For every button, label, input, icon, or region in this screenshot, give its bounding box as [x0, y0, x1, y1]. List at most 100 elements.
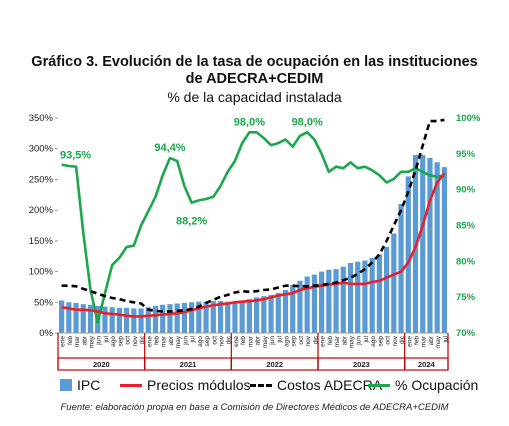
bar-ipc [124, 307, 130, 333]
bar-ipc [311, 274, 317, 333]
x-tick-label-month: feb [240, 336, 247, 345]
bar-ipc [326, 269, 332, 333]
x-tick-label-month: may [175, 335, 182, 348]
y-right-tick-label: 80% [456, 256, 476, 267]
bar-ipc [167, 304, 173, 333]
bar-ipc [405, 176, 411, 333]
bar-ipc [102, 306, 108, 333]
bar-ipc [376, 254, 382, 333]
bar-ipc [145, 307, 151, 333]
bar-ipc [275, 293, 281, 333]
legend-item-ipc: IPC [60, 377, 100, 393]
chart-subtitle: % de la capacidad instalada [167, 89, 342, 105]
x-tick-label-month: ago [284, 336, 291, 347]
y-left-tick-label: 0% [39, 328, 53, 339]
x-tick-label-month: jul [363, 335, 370, 343]
bar-ipc [203, 301, 209, 333]
legend-swatch-costos [250, 383, 272, 387]
x-tick-label-month: nov [305, 335, 312, 346]
data-label-ocupacion: 98,0% [234, 116, 265, 128]
x-tick-label-month: feb [154, 336, 161, 345]
y-left-tick-label: 300% [29, 144, 54, 155]
x-tick-label-month: dic [312, 335, 319, 344]
x-tick-label-month: oct [211, 336, 218, 345]
bar-ipc [362, 260, 368, 333]
x-tick-label-month: sep [204, 336, 211, 347]
y-right-tick-label: 70% [456, 328, 476, 339]
bar-ipc [420, 154, 426, 333]
bar-ipc [297, 280, 303, 333]
x-tick-label-month: jun [269, 336, 276, 346]
bar-ipc [73, 302, 79, 333]
legend-label-costos: Costos ADECRA [277, 377, 383, 393]
legend-swatch-ipc [60, 379, 72, 391]
bar-ipc [384, 247, 390, 333]
data-label-ocupacion: 98,0% [292, 116, 323, 128]
x-tick-label-month: jul [276, 335, 283, 343]
x-tick-label-month: jun [356, 336, 363, 346]
y-right-tick-label: 90% [456, 185, 476, 196]
y-right-tick-label: 75% [456, 292, 476, 303]
bar-ipc [116, 307, 122, 333]
bar-ipc [304, 276, 310, 333]
bar-ipc [138, 308, 144, 333]
x-tick-label-month: mar [161, 335, 168, 347]
bar-ipc [66, 302, 72, 333]
x-tick-label-month: mar [334, 335, 341, 347]
chart-title-line1: Gráfico 3. Evolución de la tasa de ocupa… [31, 54, 478, 70]
chart-source: Fuente: elaboración propia en base a Com… [60, 402, 449, 413]
legend-swatch-ocupacion [368, 383, 390, 387]
bar-ipc [246, 299, 252, 333]
y-left-tick-label: 250% [29, 174, 54, 185]
bar-ipc [225, 301, 231, 333]
line-ocupacion [61, 131, 445, 324]
x-tick-label-month: jul [190, 335, 197, 343]
legend-label-ocupacion: % Ocupación [395, 377, 479, 393]
x-tick-label-month: sep [117, 336, 124, 347]
x-tick-label-month: ene [146, 336, 153, 347]
bar-ipc [319, 271, 325, 333]
x-tick-label-month: feb [67, 336, 74, 345]
bar-ipc [131, 308, 137, 333]
bar-ipc [174, 303, 180, 333]
x-year-label: 2023 [353, 360, 370, 369]
bar-ipc [210, 301, 216, 333]
bar-ipc [427, 157, 433, 333]
x-tick-label-month: ene [406, 336, 413, 347]
y-left-tick-label: 100% [29, 267, 54, 278]
x-tick-label-month: nov [132, 335, 139, 346]
x-tick-label-month: may [262, 335, 269, 348]
data-label-ocupacion: 94,4% [154, 142, 185, 154]
bar-ipc [80, 304, 86, 333]
y-right-tick-label: 85% [456, 221, 476, 232]
x-tick-label-month: nov [219, 335, 226, 346]
x-tick-label-month: jul [442, 335, 449, 343]
x-tick-label-month: sep [377, 336, 384, 347]
bar-ipc [268, 294, 274, 333]
x-tick-label-month: mar [421, 335, 428, 347]
x-tick-label-month: ago [197, 336, 204, 347]
bar-ipc [217, 301, 224, 333]
x-tick-label-month: mar [247, 335, 254, 347]
y-right-tick-label: 100% [456, 113, 481, 124]
bar-ipc [181, 302, 187, 333]
legend-item-ocupacion: % Ocupación [368, 377, 478, 393]
bar-ipc [254, 297, 260, 333]
bar-ipc [196, 301, 202, 333]
bar-ipc [369, 258, 375, 333]
x-tick-label-month: oct [385, 336, 392, 345]
y-right-tick-label: 95% [456, 149, 476, 160]
bar-ipc [239, 301, 245, 333]
chart-plot: 0% 50% 100% 150% 200% 250% 300% 350% 70% 75% 80% 85… [29, 113, 481, 371]
x-tick-label-month: jun [182, 336, 189, 346]
bar-ipc [109, 307, 115, 333]
bar-ipc [282, 290, 289, 333]
x-year-label: 2021 [180, 360, 197, 369]
x-tick-label-month: abr [81, 335, 88, 345]
bar-ipc [152, 305, 159, 333]
x-tick-label-month: ago [370, 336, 377, 347]
bar-ipc [398, 204, 404, 333]
data-label-ocupacion: 88,2% [176, 216, 207, 228]
bar-ipc [333, 269, 339, 333]
